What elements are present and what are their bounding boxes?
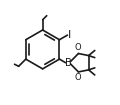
Text: O: O: [75, 43, 81, 52]
Text: B: B: [65, 58, 72, 68]
Text: I: I: [68, 30, 71, 40]
Text: O: O: [75, 73, 81, 82]
